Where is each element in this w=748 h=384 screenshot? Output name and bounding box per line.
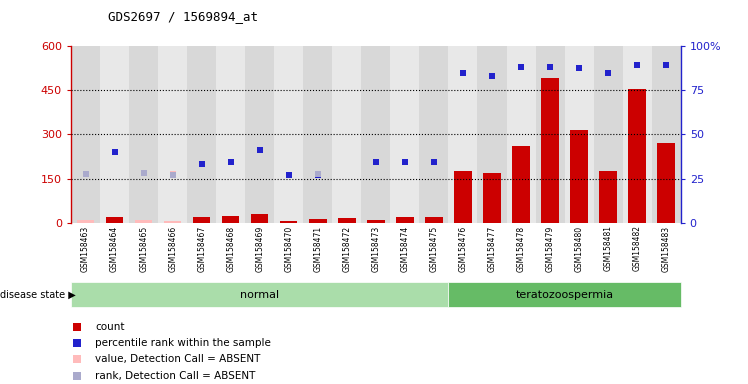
Bar bbox=[245, 46, 275, 223]
Bar bbox=[129, 46, 158, 223]
Bar bbox=[454, 171, 472, 223]
Text: percentile rank within the sample: percentile rank within the sample bbox=[96, 338, 272, 348]
Bar bbox=[542, 78, 559, 223]
Bar bbox=[71, 282, 449, 307]
Bar bbox=[100, 46, 129, 223]
Bar bbox=[390, 46, 420, 223]
Text: GDS2697 / 1569894_at: GDS2697 / 1569894_at bbox=[108, 10, 259, 23]
Text: teratozoospermia: teratozoospermia bbox=[515, 290, 613, 300]
Bar bbox=[571, 130, 588, 223]
Bar bbox=[216, 46, 245, 223]
Text: value, Detection Call = ABSENT: value, Detection Call = ABSENT bbox=[96, 354, 261, 364]
Bar bbox=[309, 219, 327, 223]
Bar bbox=[303, 46, 332, 223]
Text: count: count bbox=[96, 322, 125, 332]
Bar bbox=[71, 46, 100, 223]
Bar bbox=[536, 46, 565, 223]
Bar bbox=[275, 46, 303, 223]
Bar bbox=[361, 46, 390, 223]
Bar bbox=[565, 46, 594, 223]
Bar bbox=[77, 220, 94, 223]
Bar bbox=[280, 221, 298, 223]
Bar bbox=[599, 171, 617, 223]
Bar bbox=[251, 215, 269, 223]
Bar bbox=[222, 216, 239, 223]
Bar bbox=[657, 143, 675, 223]
Bar bbox=[187, 46, 216, 223]
Text: normal: normal bbox=[240, 290, 279, 300]
Bar bbox=[449, 46, 477, 223]
Bar bbox=[425, 217, 443, 223]
Bar bbox=[396, 217, 414, 223]
Bar bbox=[512, 146, 530, 223]
Bar bbox=[449, 282, 681, 307]
Bar bbox=[367, 220, 384, 223]
Bar bbox=[594, 46, 622, 223]
Bar bbox=[158, 46, 187, 223]
Bar bbox=[135, 220, 153, 223]
Text: rank, Detection Call = ABSENT: rank, Detection Call = ABSENT bbox=[96, 371, 256, 381]
Bar bbox=[628, 89, 646, 223]
Bar bbox=[483, 173, 500, 223]
Bar bbox=[332, 46, 361, 223]
Bar bbox=[338, 218, 355, 223]
Bar bbox=[420, 46, 449, 223]
Bar bbox=[622, 46, 652, 223]
Bar bbox=[477, 46, 506, 223]
Bar bbox=[506, 46, 536, 223]
Bar bbox=[106, 217, 123, 223]
Bar bbox=[164, 221, 181, 223]
Text: disease state ▶: disease state ▶ bbox=[0, 290, 76, 300]
Bar bbox=[652, 46, 681, 223]
Bar bbox=[193, 217, 210, 223]
